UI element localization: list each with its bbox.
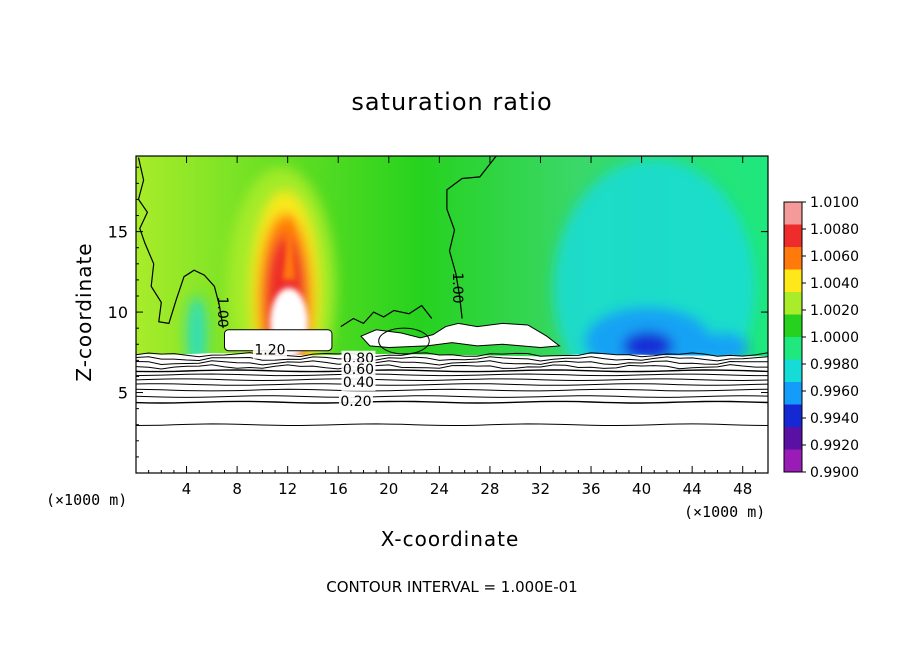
colorbar-swatch [784, 224, 802, 248]
stratification-contour [136, 360, 768, 366]
colorbar-label: 1.0080 [810, 222, 859, 238]
contour-interval-note: CONTOUR INTERVAL = 1.000E-01 [326, 578, 578, 596]
contour-label-bg [338, 394, 373, 411]
colorbar-swatch [784, 247, 802, 270]
colorbar-label: 1.0000 [810, 330, 859, 346]
x-tick-label: 40 [632, 480, 651, 498]
contour-label-bg [252, 342, 287, 359]
y-tick-label: 5 [118, 384, 128, 403]
colorbar-label: 0.9900 [810, 465, 859, 481]
x-tick-label: 4 [182, 480, 192, 498]
stratification-contour [136, 395, 768, 398]
colorbar-label: 0.9980 [810, 357, 859, 373]
x-tick-label: 36 [581, 480, 600, 498]
stratification-contour [136, 388, 768, 392]
stratification-contour [136, 373, 768, 377]
colorbar-swatch [784, 269, 802, 293]
below-cloud-base-region [136, 353, 768, 473]
colorbar-label: 0.9920 [810, 438, 859, 454]
colorbar-swatch [784, 314, 802, 338]
colorbar-swatch [784, 359, 802, 383]
colorbar-label: 1.0040 [810, 276, 859, 292]
colorbar-label: 1.0100 [810, 195, 859, 211]
colorbar-label: 0.9940 [810, 411, 859, 427]
x-unit-label-left: (×1000 m) [46, 491, 128, 509]
colorbar-label: 0.9960 [810, 384, 859, 400]
contour-1-00-ragged [340, 304, 433, 328]
cloud-layer-mid [360, 322, 561, 348]
stratification-contour [136, 400, 768, 404]
contour-label: 1.20 [254, 343, 285, 359]
supersaturated-spike [282, 212, 296, 280]
contour-label-bg [341, 374, 376, 391]
y-tick-label: 10 [108, 303, 128, 322]
subsaturated-minimum [622, 331, 674, 361]
colorbar-swatch [784, 382, 802, 405]
colorbar-swatch [784, 449, 802, 473]
x-unit-label-right: (×1000 m) [684, 503, 766, 521]
x-tick-label: 44 [683, 480, 702, 498]
x-tick-label: 16 [329, 480, 348, 498]
stratification-contour [136, 423, 768, 426]
stratification-contour [136, 352, 768, 358]
x-tick-label: 28 [480, 480, 499, 498]
colorbar-label: 1.0060 [810, 249, 859, 265]
colorbar-swatch [784, 404, 802, 428]
stratification-contour [136, 364, 768, 370]
colorbar-swatch [784, 202, 802, 225]
contour-label-bg [341, 362, 376, 379]
x-axis-label: X-coordinate [380, 527, 520, 551]
x-tick-label: 12 [278, 480, 297, 498]
colorbar-swatch [784, 427, 802, 450]
contour-labels: 1.001.001.200.800.600.400.20 [214, 272, 465, 411]
x-tick-label: 20 [379, 480, 398, 498]
contour-label: 0.60 [343, 362, 374, 378]
cloud-contour-inner [378, 327, 430, 355]
contour-1-00-right [446, 156, 497, 319]
contour-label: 1.00 [214, 297, 230, 328]
contour-label: 0.40 [343, 375, 374, 391]
x-tick-label: 8 [232, 480, 242, 498]
colorbar: 1.0100 1.0080 1.0060 1.0040 1.0020 1.0000 0.99… [783, 195, 859, 481]
stratification-contour [136, 369, 768, 373]
stratification-contour [136, 378, 768, 382]
x-tick-label: 32 [531, 480, 550, 498]
contour-label: 0.20 [340, 394, 371, 410]
y-tick-label: 15 [108, 223, 128, 242]
stratification-contour [136, 356, 768, 362]
colorbar-swatch [784, 337, 802, 360]
colorbar-label: 1.0020 [810, 303, 859, 319]
x-tick-label: 24 [430, 480, 449, 498]
stratification-contour [136, 383, 768, 386]
x-tick-label: 48 [733, 480, 752, 498]
y-axis-label: Z-coordinate [72, 242, 96, 382]
colorbar-swatch [784, 292, 802, 315]
contour-label: 1.00 [449, 272, 465, 303]
chart-title: saturation ratio [351, 88, 553, 116]
contour-1-00-left [137, 157, 224, 329]
